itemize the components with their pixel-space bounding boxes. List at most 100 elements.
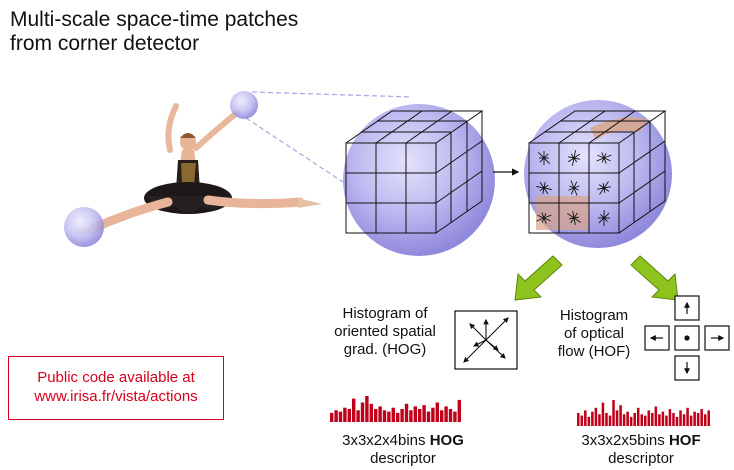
hof-histogram-bar <box>633 413 636 426</box>
title-line-1: Multi-scale space-time patches <box>10 8 299 31</box>
hog-histogram-bar <box>382 410 387 422</box>
hof-histogram-bar <box>608 415 612 426</box>
gradient-star-ray <box>603 186 611 189</box>
gradient-star-ray <box>573 185 580 189</box>
gradient-star-ray <box>537 214 545 219</box>
foot-sphere <box>64 207 104 247</box>
hof-histogram-bar <box>622 414 626 426</box>
gradient-star-ray <box>568 156 575 159</box>
gradient-star-ray <box>569 217 575 220</box>
gradient-star-ray <box>573 217 581 223</box>
hog-histogram-bar <box>391 407 395 422</box>
hog-histogram-bar <box>374 409 378 422</box>
hog-histogram-bar <box>431 407 435 422</box>
hof-histogram-bar <box>577 413 580 426</box>
hof-histogram-bar <box>696 413 700 426</box>
gradient-star-ray <box>573 212 578 219</box>
hog-histogram-bar <box>347 409 351 422</box>
hof-histogram-bar <box>619 405 622 426</box>
space-time-patch <box>343 104 495 256</box>
hof-histogram-bar <box>598 414 601 426</box>
gradient-star-ray <box>598 184 605 189</box>
green-arrow-left <box>514 255 563 301</box>
hof-label: Histogram of optical flow (HOF) <box>548 307 640 361</box>
hog-descriptor-suffix: descriptor <box>370 450 436 467</box>
hog-histogram-bar <box>418 409 422 422</box>
gradient-star-ray <box>567 213 575 219</box>
gradient-star-ray <box>571 157 575 166</box>
hog-descriptor-bold: HOG <box>429 432 464 449</box>
hof-descriptor-suffix: descriptor <box>608 450 674 467</box>
hof-histogram-bar <box>661 411 665 426</box>
gradient-star-ray <box>573 187 579 191</box>
gradient-star-ray <box>601 152 605 159</box>
hog-histogram-bar <box>330 412 334 422</box>
gradient-star-ray <box>570 217 575 224</box>
gradient-star-ray <box>543 187 552 191</box>
hof-histogram-bar <box>594 407 598 426</box>
gradient-star-ray <box>603 187 606 193</box>
gradient-star-ray <box>573 187 578 196</box>
gradient-star-ray <box>541 212 545 219</box>
hog-gradient-icon <box>454 310 518 370</box>
gradient-star-ray <box>573 216 579 219</box>
gradient-star-ray <box>543 214 552 219</box>
gradient-star-ray <box>567 157 575 163</box>
hof-histogram-bar <box>601 402 605 426</box>
hog-histogram-bar <box>413 406 417 422</box>
hof-histogram-bar <box>644 415 647 426</box>
gradient-star-ray <box>542 187 545 194</box>
gradient-star-ray <box>539 187 545 192</box>
hof-histogram-bar <box>612 400 615 426</box>
gradient-star-glyphs <box>536 150 612 227</box>
hog-label: Histogram of oriented spatial grad. (HOG… <box>322 305 448 359</box>
hof-descriptor-caption: 3x3x2x5bins HOF descriptor <box>556 432 726 468</box>
hof-label-line-1: Histogram <box>559 307 629 324</box>
ballerina-image <box>74 103 322 234</box>
hog-histogram-bar <box>365 396 369 422</box>
hof-histogram-bar <box>700 409 703 426</box>
hof-histogram-bar <box>654 406 658 426</box>
hof-histogram-bar <box>647 410 651 426</box>
gradient-star-ray <box>603 157 611 162</box>
gradient-star-ray <box>539 181 545 189</box>
gradient-star-ray <box>543 153 549 159</box>
gradient-star-ray <box>543 217 547 224</box>
gradient-star-ray <box>603 154 612 159</box>
gradient-star-ray <box>603 157 607 164</box>
hog-histogram-bar <box>453 411 457 422</box>
hof-histogram <box>577 400 710 426</box>
gradient-star-ray <box>600 214 605 219</box>
gradient-star-ray <box>573 157 578 163</box>
gradient-star-ray <box>543 157 550 164</box>
hand-sphere <box>230 91 258 119</box>
gradient-star-ray <box>541 217 545 223</box>
public-code-box: Public code available at www.irisa.fr/vi… <box>8 356 224 420</box>
gradient-star-ray <box>601 157 605 163</box>
gradient-star-ray <box>573 217 576 225</box>
gradient-star-ray <box>543 213 547 219</box>
gradient-star-ray <box>536 185 545 189</box>
gradient-star-ray <box>570 187 575 195</box>
title-line-2: from corner detector <box>10 32 200 55</box>
hof-descriptor-prefix: 3x3x2x5bins <box>581 432 669 449</box>
gradient-star-ray <box>603 187 610 192</box>
hog-histogram-bar <box>387 411 391 422</box>
hof-histogram-bar <box>605 413 608 426</box>
descriptor-patch <box>524 100 672 248</box>
diagram-title: Multi-scale space-time patches from corn… <box>10 8 370 56</box>
hof-histogram-bar <box>636 407 640 426</box>
hog-histogram-bar <box>369 403 373 422</box>
hog-histogram-bar <box>435 402 439 422</box>
gradient-star-ray <box>543 182 546 189</box>
public-code-line-1: Public code available at <box>37 369 195 386</box>
gradient-star-ray <box>573 150 577 159</box>
hof-descriptor-bold: HOF <box>668 432 701 449</box>
gradient-star-ray <box>538 152 545 159</box>
hof-histogram-bar <box>693 411 696 426</box>
public-code-link[interactable]: www.irisa.fr/vista/actions <box>34 388 198 405</box>
gradient-star-ray <box>543 217 551 222</box>
hog-histogram-bar <box>338 411 343 422</box>
green-arrow-right <box>630 255 679 301</box>
